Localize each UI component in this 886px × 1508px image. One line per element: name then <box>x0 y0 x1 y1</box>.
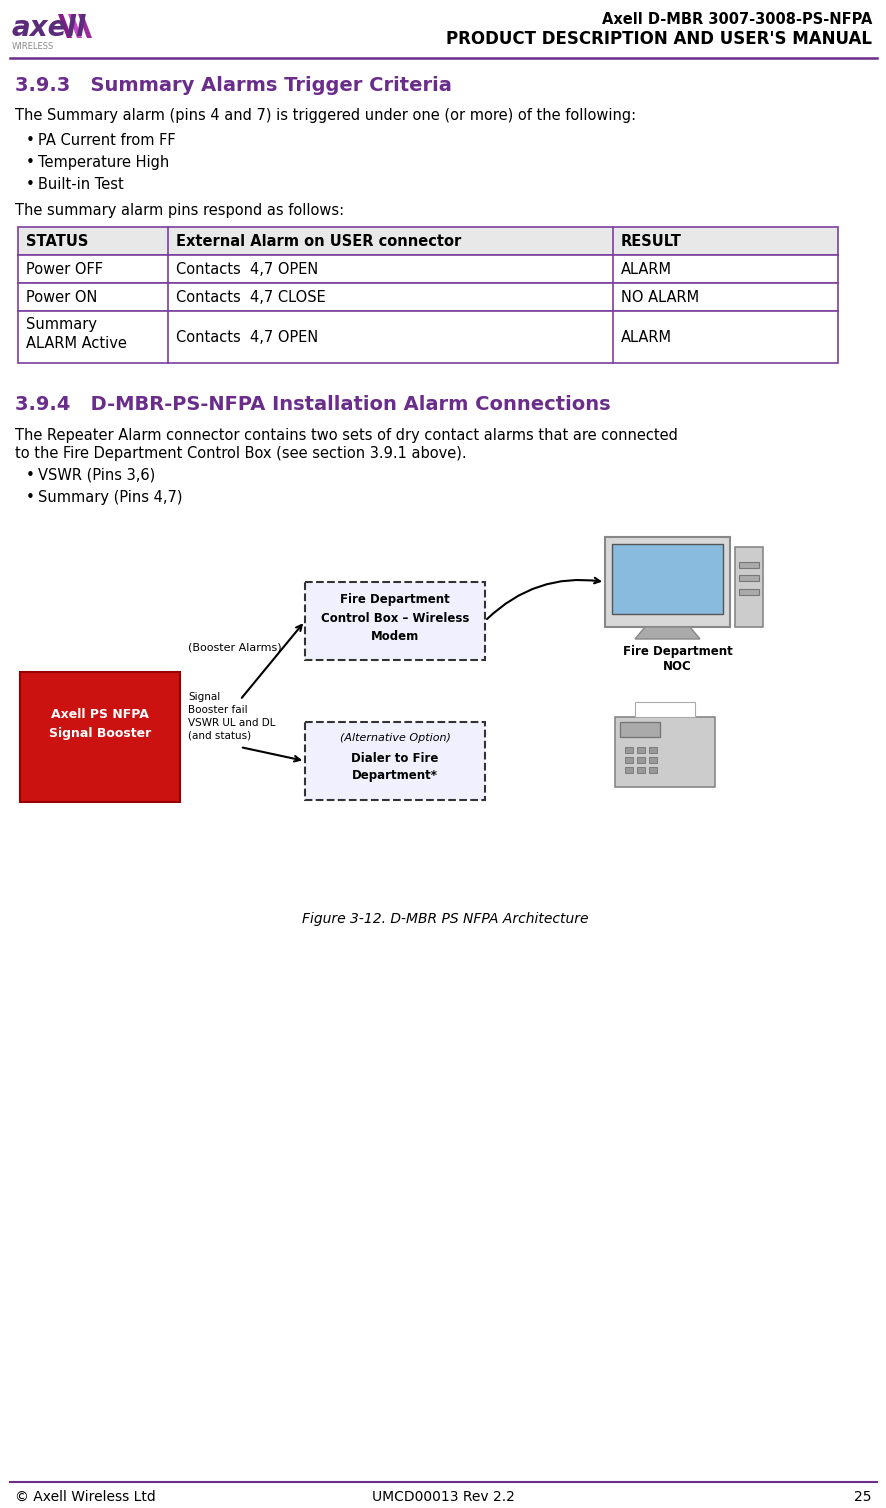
Bar <box>625 746 633 752</box>
Bar <box>619 722 659 737</box>
Polygon shape <box>68 14 82 38</box>
Text: NOC: NOC <box>663 661 691 673</box>
Text: ALARM: ALARM <box>620 330 672 344</box>
Bar <box>738 575 758 581</box>
Bar <box>625 768 633 774</box>
Text: Fire Department: Fire Department <box>339 594 449 606</box>
Text: Axell D-MBR 3007-3008-PS-NFPA: Axell D-MBR 3007-3008-PS-NFPA <box>601 12 871 27</box>
Bar <box>18 311 837 363</box>
Bar <box>20 673 180 802</box>
Text: (Alternative Option): (Alternative Option) <box>339 733 450 743</box>
Text: •: • <box>26 133 35 148</box>
Text: ALARM: ALARM <box>620 261 672 276</box>
Text: Signal Booster: Signal Booster <box>49 727 151 740</box>
Text: STATUS: STATUS <box>26 234 89 249</box>
Text: The Repeater Alarm connector contains two sets of dry contact alarms that are co: The Repeater Alarm connector contains tw… <box>15 428 677 443</box>
Polygon shape <box>58 14 72 38</box>
Bar <box>649 757 657 763</box>
Bar <box>18 284 837 311</box>
Text: Power ON: Power ON <box>26 290 97 305</box>
Text: Modem: Modem <box>370 629 419 642</box>
Text: Temperature High: Temperature High <box>38 155 169 170</box>
Text: Dialer to Fire: Dialer to Fire <box>351 751 439 765</box>
Text: •: • <box>26 467 35 483</box>
Text: •: • <box>26 490 35 505</box>
Text: VSWR (Pins 3,6): VSWR (Pins 3,6) <box>38 467 155 483</box>
Bar <box>614 716 714 787</box>
Bar <box>636 757 644 763</box>
Text: WIRELESS: WIRELESS <box>12 42 54 51</box>
Text: Contacts  4,7 CLOSE: Contacts 4,7 CLOSE <box>175 290 325 305</box>
Text: PRODUCT DESCRIPTION AND USER'S MANUAL: PRODUCT DESCRIPTION AND USER'S MANUAL <box>446 30 871 48</box>
Polygon shape <box>78 14 92 38</box>
Bar <box>604 537 729 627</box>
Bar <box>738 590 758 596</box>
Text: RESULT: RESULT <box>620 234 681 249</box>
Bar <box>636 746 644 752</box>
Bar <box>611 544 722 614</box>
Text: to the Fire Department Control Box (see section 3.9.1 above).: to the Fire Department Control Box (see … <box>15 446 466 461</box>
Bar <box>738 562 758 569</box>
Bar <box>18 228 837 255</box>
Bar <box>305 582 485 661</box>
Text: (Booster Alarms): (Booster Alarms) <box>188 642 282 651</box>
Text: 3.9.4   D-MBR-PS-NFPA Installation Alarm Connections: 3.9.4 D-MBR-PS-NFPA Installation Alarm C… <box>15 395 610 415</box>
Text: Signal: Signal <box>188 692 220 703</box>
Text: The Summary alarm (pins 4 and 7) is triggered under one (or more) of the followi: The Summary alarm (pins 4 and 7) is trig… <box>15 109 635 124</box>
Bar <box>18 255 837 284</box>
Text: Fire Department: Fire Department <box>622 645 732 657</box>
Text: 25: 25 <box>853 1490 871 1503</box>
Text: 3.9.3   Summary Alarms Trigger Criteria: 3.9.3 Summary Alarms Trigger Criteria <box>15 75 451 95</box>
Text: Department*: Department* <box>352 769 438 783</box>
Text: Axell PS NFPA: Axell PS NFPA <box>51 707 149 721</box>
Text: Built-in Test: Built-in Test <box>38 176 124 192</box>
Text: Booster fail: Booster fail <box>188 706 247 715</box>
Text: Summary: Summary <box>26 317 97 332</box>
Text: The summary alarm pins respond as follows:: The summary alarm pins respond as follow… <box>15 204 344 219</box>
Bar <box>636 768 644 774</box>
Text: Control Box – Wireless: Control Box – Wireless <box>321 612 469 624</box>
Text: •: • <box>26 155 35 170</box>
Text: •: • <box>26 176 35 192</box>
Bar <box>649 746 657 752</box>
Text: © Axell Wireless Ltd: © Axell Wireless Ltd <box>15 1490 156 1503</box>
Bar <box>649 768 657 774</box>
Text: (and status): (and status) <box>188 731 251 740</box>
Text: Figure 3-12. D-MBR PS NFPA Architecture: Figure 3-12. D-MBR PS NFPA Architecture <box>301 912 587 926</box>
Text: PA Current from FF: PA Current from FF <box>38 133 175 148</box>
Bar <box>625 757 633 763</box>
Text: Contacts  4,7 OPEN: Contacts 4,7 OPEN <box>175 261 318 276</box>
Text: NO ALARM: NO ALARM <box>620 290 698 305</box>
Text: External Alarm on USER connector: External Alarm on USER connector <box>175 234 461 249</box>
Text: ALARM Active: ALARM Active <box>26 336 127 351</box>
Text: UMCD00013 Rev 2.2: UMCD00013 Rev 2.2 <box>371 1490 514 1503</box>
Text: Power OFF: Power OFF <box>26 261 103 276</box>
Bar <box>734 547 762 627</box>
Polygon shape <box>634 627 699 639</box>
Text: Summary (Pins 4,7): Summary (Pins 4,7) <box>38 490 183 505</box>
Bar <box>305 722 485 801</box>
Text: VSWR UL and DL: VSWR UL and DL <box>188 718 276 728</box>
Text: Contacts  4,7 OPEN: Contacts 4,7 OPEN <box>175 330 318 344</box>
Text: axell: axell <box>12 14 87 42</box>
Bar <box>634 703 695 716</box>
